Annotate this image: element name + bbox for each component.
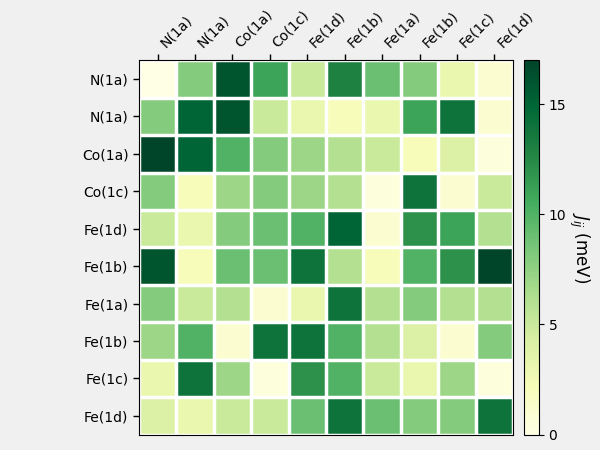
Y-axis label: $J_{ij}$ (meV): $J_{ij}$ (meV) <box>567 212 591 283</box>
